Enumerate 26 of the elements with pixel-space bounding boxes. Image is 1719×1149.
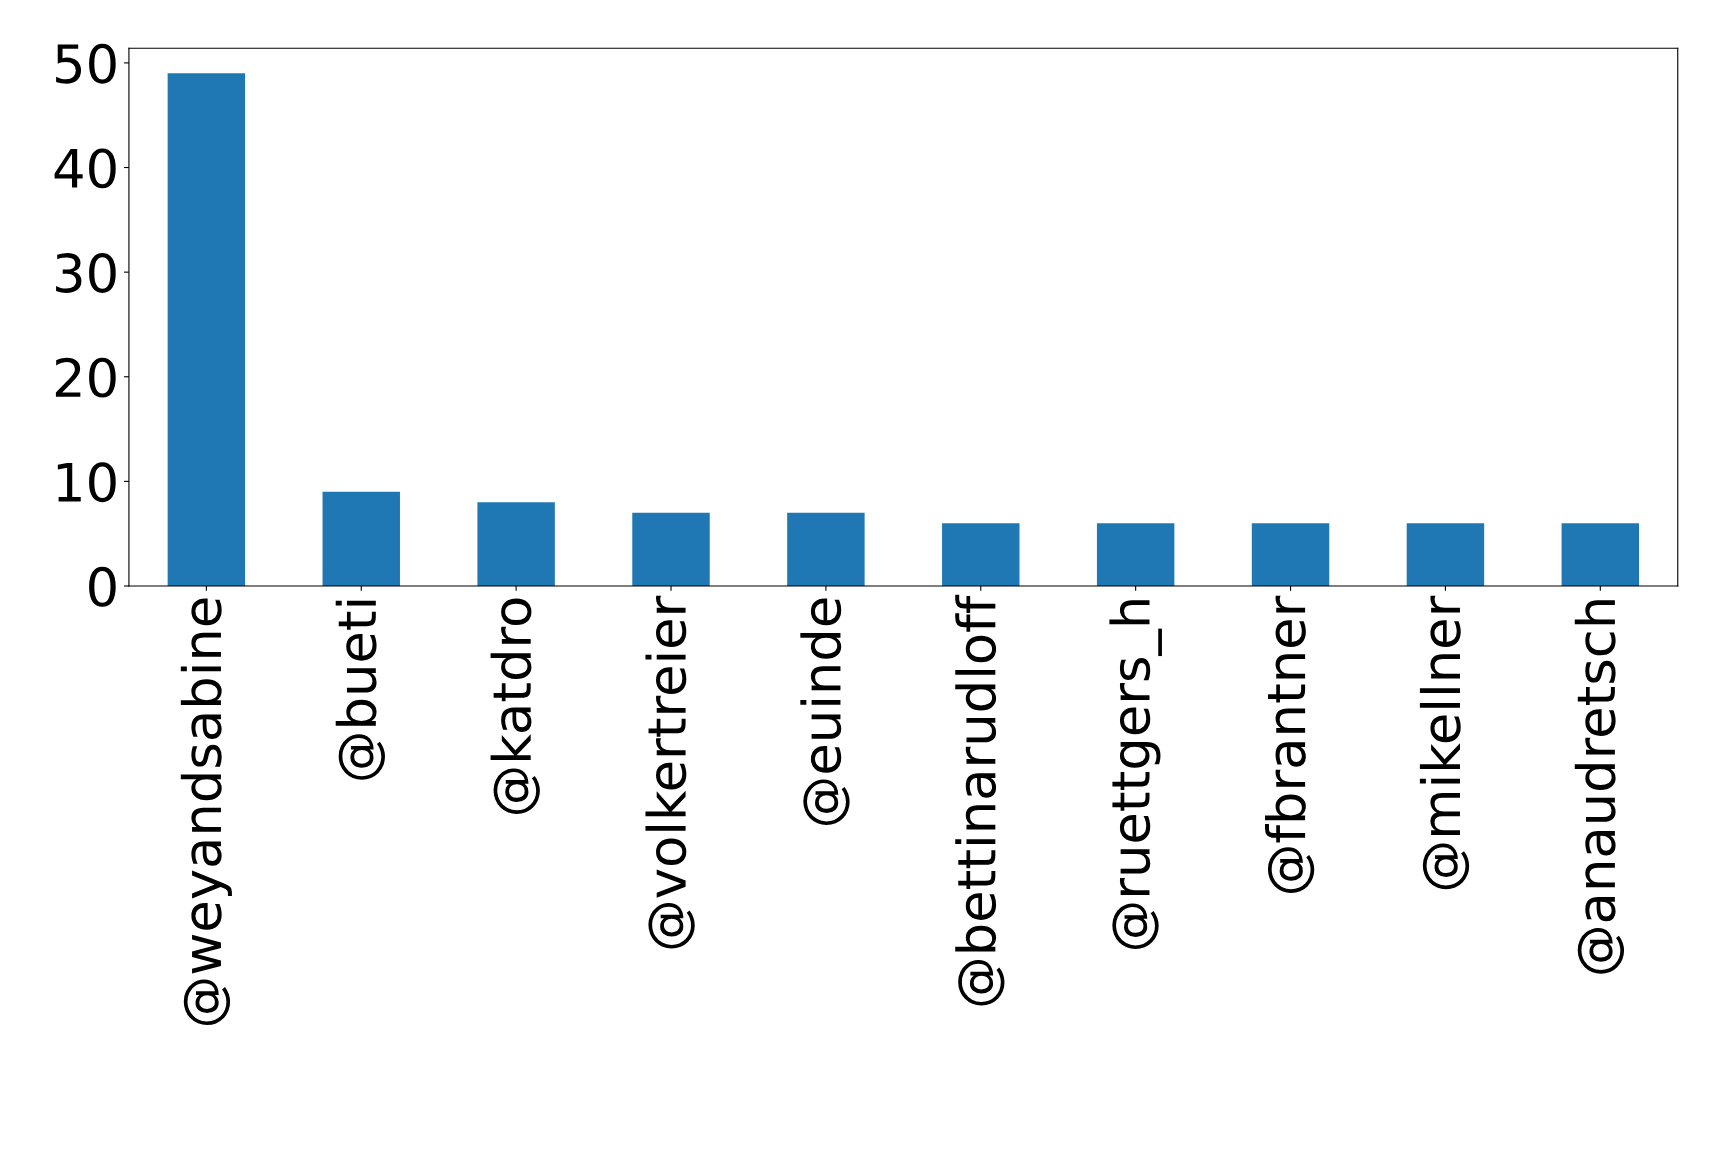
y-tick-label: 0: [89, 566, 116, 607]
bar: [1096, 523, 1175, 586]
x-tick-label: @euinde: [800, 598, 850, 826]
y-tick-label: 20: [55, 357, 116, 398]
x-tick-label: @fbrantner: [1265, 595, 1315, 893]
bar: [322, 491, 400, 586]
bar: [1251, 523, 1330, 586]
x-tick-label: @bettinarudloff: [955, 594, 1005, 1006]
x-tick-label: @katdro: [490, 598, 540, 814]
bar: [1561, 523, 1640, 586]
x-tick-label: @mikellner: [1419, 595, 1470, 890]
x-tick-label: @anaudretsch: [1574, 600, 1625, 974]
bar: [787, 512, 865, 586]
bar: [477, 502, 555, 586]
y-tick-label: 50: [56, 43, 116, 84]
y-tick-label: 40: [54, 148, 116, 189]
bar: [942, 523, 1020, 586]
y-tick-label: 10: [57, 462, 116, 503]
x-tick-label: @ruettgers_h: [1109, 600, 1162, 950]
y-tick-label: 30: [56, 253, 116, 293]
x-tick-label: @weyandsabine: [180, 598, 232, 1026]
bar: [1406, 523, 1485, 586]
bar: [632, 512, 710, 586]
x-tick-label: @volkertreier: [645, 595, 695, 949]
bar: [167, 73, 246, 586]
x-tick-label: @bueti: [335, 600, 385, 780]
